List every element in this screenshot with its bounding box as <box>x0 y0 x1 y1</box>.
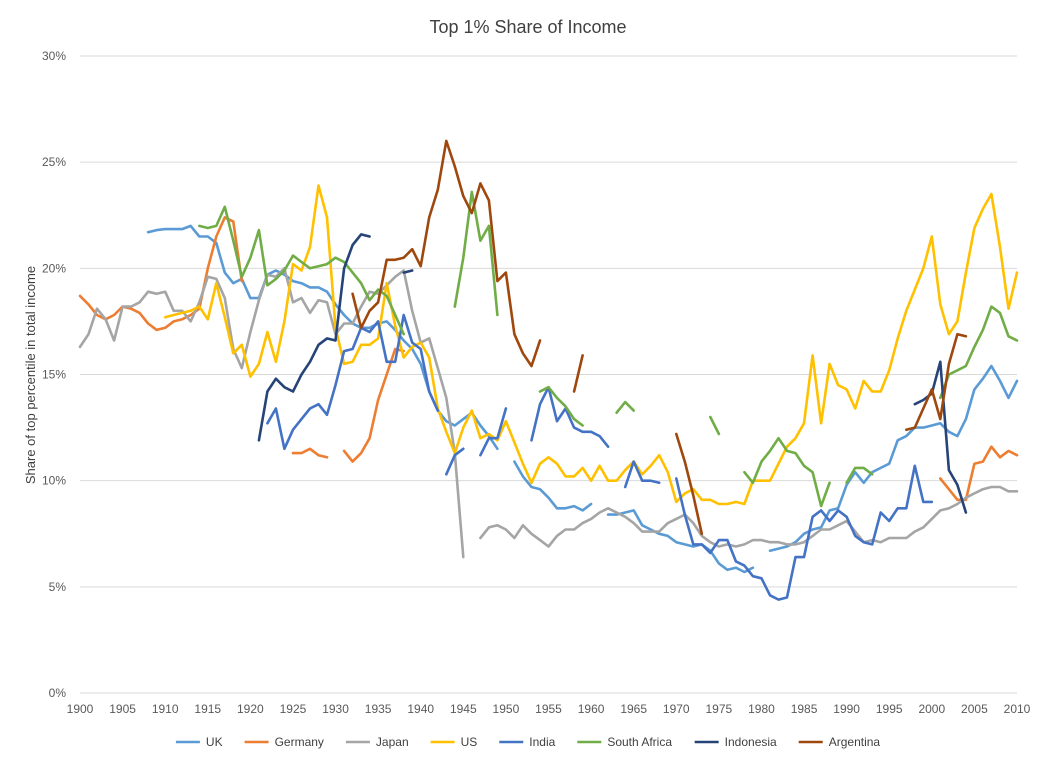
series-line-india <box>674 464 934 601</box>
legend-item-uk: UK <box>175 735 223 749</box>
legend-label-germany: Germany <box>275 735 324 749</box>
legend-label-uk: UK <box>206 735 223 749</box>
series-line-india <box>623 460 661 489</box>
y-tick-label: 0% <box>49 686 67 700</box>
x-tick-label: 1965 <box>620 702 647 716</box>
series-line-india <box>444 447 465 476</box>
series-line-uk <box>768 364 1019 553</box>
x-tick-label: 1930 <box>322 702 349 716</box>
series-line-south-africa <box>938 305 1019 400</box>
x-tick-label: 1920 <box>237 702 264 716</box>
series-south-africa <box>198 190 1019 508</box>
legend-label-india: India <box>529 735 555 749</box>
x-axis-tick-labels: 1900 1905 1910 1915 1920 1925 1930 1935 1940 1945… <box>67 702 1031 716</box>
x-tick-label: 1940 <box>407 702 434 716</box>
x-tick-label: 2005 <box>961 702 988 716</box>
series-line-argentina <box>904 332 968 432</box>
x-tick-label: 1915 <box>194 702 221 716</box>
series-line-india <box>266 313 440 451</box>
chart-title: Top 1% Share of Income <box>429 17 626 37</box>
legend-item-indonesia: Indonesia <box>694 735 777 749</box>
series-line-india <box>530 385 610 449</box>
legend-item-us: US <box>430 735 478 749</box>
x-tick-label: 1935 <box>365 702 392 716</box>
series-line-south-africa <box>453 190 499 317</box>
x-tick-label: 1900 <box>67 702 94 716</box>
legend-label-argentina: Argentina <box>829 735 881 749</box>
series-line-south-africa <box>708 415 721 436</box>
x-tick-label: 1995 <box>876 702 903 716</box>
series-line-argentina <box>572 354 584 393</box>
series-indonesia <box>257 233 968 514</box>
x-tick-label: 1925 <box>280 702 307 716</box>
x-tick-label: 1970 <box>663 702 690 716</box>
x-tick-label: 1985 <box>791 702 818 716</box>
y-tick-label: 30% <box>42 49 66 63</box>
series-argentina <box>351 139 968 536</box>
series-line-japan <box>479 485 1019 548</box>
series-line-south-africa <box>198 205 406 336</box>
y-tick-label: 15% <box>42 368 66 382</box>
series-line-uk <box>513 460 593 512</box>
legend-item-japan: Japan <box>345 735 409 749</box>
x-tick-label: 1960 <box>578 702 605 716</box>
y-tick-label: 5% <box>49 580 67 594</box>
series-line-germany <box>342 347 406 463</box>
legend-label-south-africa: South Africa <box>607 735 672 749</box>
legend-label-indonesia: Indonesia <box>725 735 777 749</box>
legend-item-south-africa: South Africa <box>577 735 672 749</box>
y-tick-label: 10% <box>42 474 66 488</box>
x-tick-label: 1975 <box>706 702 733 716</box>
x-tick-label: 1990 <box>833 702 860 716</box>
y-axis-title: Share of top percentile in total income <box>23 266 38 484</box>
y-axis-tick-labels: 0% 5% 10% 15% 20% 25% 30% <box>42 49 66 700</box>
legend-label-japan: Japan <box>376 735 409 749</box>
series-line-indonesia <box>402 269 414 274</box>
y-tick-label: 20% <box>42 261 66 275</box>
series-line-us <box>163 184 1019 506</box>
series-line-uk <box>606 509 755 574</box>
series-line-south-africa <box>538 385 584 427</box>
series-line-indonesia <box>257 233 371 442</box>
series-india <box>266 313 934 601</box>
y-tick-label: 25% <box>42 155 66 169</box>
series-line-germany <box>938 445 1019 502</box>
legend-item-argentina: Argentina <box>798 735 881 749</box>
gridlines <box>80 55 1017 694</box>
series-line-japan <box>78 266 465 559</box>
series-line-south-africa <box>743 436 831 508</box>
x-tick-label: 2010 <box>1004 702 1031 716</box>
series-line-germany <box>78 216 244 332</box>
series-line-south-africa <box>845 466 874 485</box>
series-us <box>163 184 1019 506</box>
x-tick-label: 1980 <box>748 702 775 716</box>
legend: UK Germany Japan US India South Africa Indones… <box>175 735 881 749</box>
series-line-germany <box>291 447 329 459</box>
x-tick-label: 2000 <box>918 702 945 716</box>
series-line-south-africa <box>615 400 636 415</box>
series-line-uk <box>146 224 499 451</box>
series-japan <box>78 266 1019 559</box>
x-tick-label: 1905 <box>109 702 136 716</box>
x-tick-label: 1955 <box>535 702 562 716</box>
x-tick-label: 1945 <box>450 702 477 716</box>
x-tick-label: 1950 <box>493 702 520 716</box>
series-germany <box>78 216 1019 502</box>
x-tick-label: 1910 <box>152 702 179 716</box>
series-line-indonesia <box>913 360 968 514</box>
series-line-argentina <box>351 139 542 368</box>
legend-item-germany: Germany <box>244 735 324 749</box>
series-line-india <box>479 407 508 457</box>
legend-label-us: US <box>461 735 478 749</box>
legend-item-india: India <box>499 735 556 749</box>
series-lines <box>78 139 1019 601</box>
series-line-argentina <box>674 432 704 536</box>
